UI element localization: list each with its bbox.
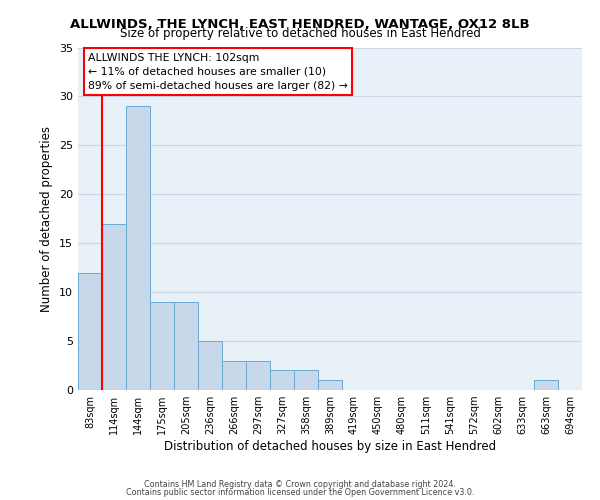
Text: Contains HM Land Registry data © Crown copyright and database right 2024.: Contains HM Land Registry data © Crown c…	[144, 480, 456, 489]
Bar	[78, 272, 102, 390]
Bar	[270, 370, 294, 390]
Text: Contains public sector information licensed under the Open Government Licence v3: Contains public sector information licen…	[126, 488, 474, 497]
Bar	[222, 360, 246, 390]
X-axis label: Distribution of detached houses by size in East Hendred: Distribution of detached houses by size …	[164, 440, 496, 453]
Y-axis label: Number of detached properties: Number of detached properties	[40, 126, 53, 312]
Text: ALLWINDS, THE LYNCH, EAST HENDRED, WANTAGE, OX12 8LB: ALLWINDS, THE LYNCH, EAST HENDRED, WANTA…	[70, 18, 530, 30]
Bar	[126, 106, 150, 390]
Text: Size of property relative to detached houses in East Hendred: Size of property relative to detached ho…	[119, 28, 481, 40]
Bar	[534, 380, 558, 390]
Bar	[150, 302, 174, 390]
Bar	[318, 380, 342, 390]
Bar	[174, 302, 198, 390]
Text: ALLWINDS THE LYNCH: 102sqm
← 11% of detached houses are smaller (10)
89% of semi: ALLWINDS THE LYNCH: 102sqm ← 11% of deta…	[88, 52, 348, 90]
Bar	[102, 224, 126, 390]
Bar	[246, 360, 270, 390]
Bar	[294, 370, 318, 390]
Bar	[198, 341, 222, 390]
